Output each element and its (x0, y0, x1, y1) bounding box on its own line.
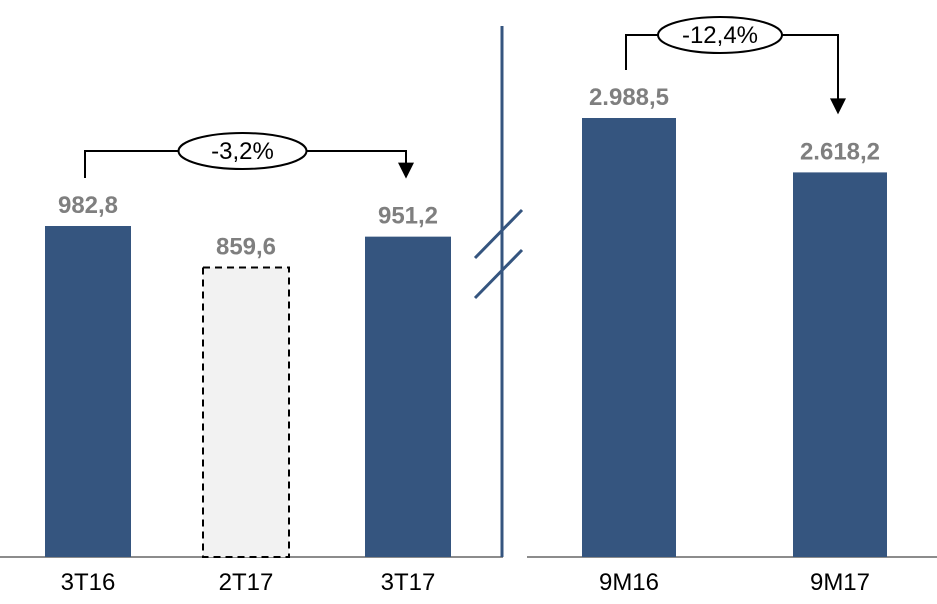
delta-bubble (177, 132, 308, 170)
data-label: 982,8 (58, 192, 118, 219)
bar (365, 236, 451, 558)
data-label: 2.988,5 (589, 84, 669, 111)
bar (582, 118, 676, 557)
data-label: 859,6 (216, 233, 276, 260)
data-label: 2.618,2 (800, 138, 880, 165)
category-label: 9M17 (810, 569, 870, 596)
delta-label: -3,2% (211, 138, 274, 165)
bar (45, 226, 131, 557)
axis-break-mark (473, 248, 524, 300)
category-label: 2T17 (219, 569, 274, 596)
category-label: 9M16 (599, 569, 659, 596)
category-label: 3T16 (61, 569, 116, 596)
bar (793, 172, 887, 557)
delta-bubble (657, 16, 783, 54)
axis-break-mark (473, 208, 524, 260)
arrow-head (830, 98, 846, 115)
bar (202, 266, 290, 558)
arrow-head (398, 162, 414, 179)
data-label: 951,2 (378, 203, 438, 230)
category-label: 3T17 (381, 569, 436, 596)
delta-label: -12,4% (682, 22, 758, 49)
